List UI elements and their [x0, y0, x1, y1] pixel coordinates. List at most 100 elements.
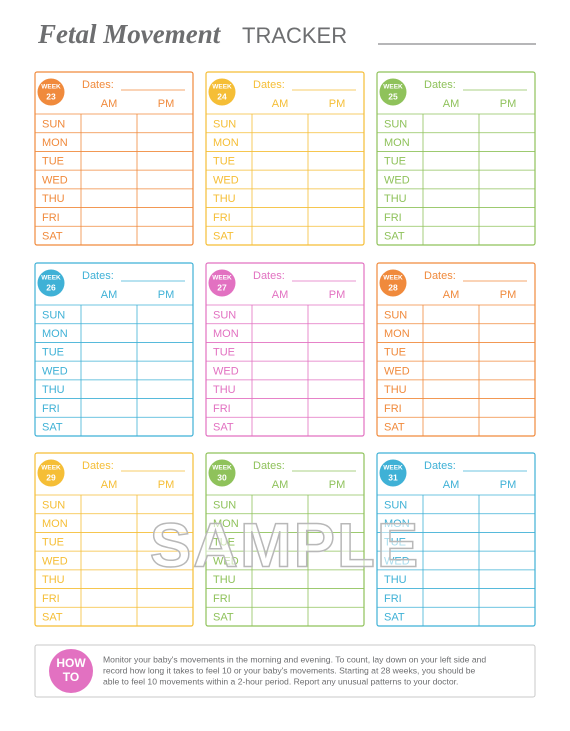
day-label: SAT — [213, 231, 234, 243]
column-header: AM — [443, 98, 460, 110]
day-label: THU — [42, 574, 65, 586]
card-frame — [205, 262, 365, 437]
dates-label: Dates: — [82, 79, 114, 91]
day-label: MON — [42, 328, 68, 340]
day-label: FRI — [213, 593, 231, 605]
day-label: FRI — [384, 593, 402, 605]
day-label: THU — [384, 193, 407, 205]
day-label: TUE — [213, 156, 235, 168]
day-label: FRI — [42, 593, 60, 605]
day-label: WED — [213, 365, 239, 377]
day-label: WED — [42, 555, 68, 567]
week-number: 26 — [46, 282, 56, 292]
week-badge — [208, 269, 236, 297]
day-label: TUE — [384, 347, 406, 359]
how-to-badge-text: HOW — [56, 656, 86, 670]
day-label: TUE — [213, 347, 235, 359]
week-label: WEEK — [212, 465, 232, 472]
day-label: SUN — [384, 309, 407, 321]
week-number: 29 — [46, 472, 56, 482]
day-label: MON — [384, 518, 410, 530]
day-label: FRI — [384, 212, 402, 224]
week-badge — [379, 459, 407, 487]
day-label: MON — [384, 328, 410, 340]
week-badge — [379, 269, 407, 297]
week-badge — [208, 459, 236, 487]
week-badge — [37, 78, 65, 106]
card-frame — [376, 262, 536, 437]
how-to-frame — [34, 644, 536, 698]
day-label: SAT — [213, 612, 234, 624]
day-label: FRI — [42, 403, 60, 415]
day-label: SUN — [213, 118, 236, 130]
day-label: WED — [384, 365, 410, 377]
day-label: SAT — [384, 612, 405, 624]
column-header: PM — [158, 289, 175, 301]
card-frame — [376, 452, 536, 627]
day-label: WED — [213, 555, 239, 567]
day-label: MON — [42, 518, 68, 530]
column-header: PM — [500, 98, 517, 110]
column-header: AM — [272, 479, 289, 491]
day-label: THU — [213, 193, 236, 205]
column-header: PM — [158, 98, 175, 110]
day-label: THU — [42, 384, 65, 396]
week-label: WEEK — [41, 275, 61, 282]
week-label: WEEK — [212, 275, 232, 282]
day-label: WED — [384, 555, 410, 567]
dates-label: Dates: — [424, 270, 456, 282]
column-header: AM — [272, 289, 289, 301]
day-label: SAT — [42, 422, 63, 434]
column-header: PM — [329, 98, 346, 110]
column-header: AM — [101, 479, 118, 491]
column-header: AM — [101, 289, 118, 301]
week-label: WEEK — [383, 275, 403, 282]
week-badge — [208, 78, 236, 106]
dates-label: Dates: — [424, 460, 456, 472]
day-label: SAT — [384, 231, 405, 243]
dates-label: Dates: — [82, 460, 114, 472]
day-label: MON — [42, 137, 68, 149]
day-label: SUN — [42, 309, 65, 321]
day-label: SUN — [42, 118, 65, 130]
day-label: TUE — [213, 537, 235, 549]
dates-label: Dates: — [253, 270, 285, 282]
day-label: SUN — [384, 118, 407, 130]
day-label: SAT — [213, 422, 234, 434]
week-number: 28 — [388, 282, 398, 292]
card-frame — [34, 71, 194, 246]
week-number: 25 — [388, 91, 398, 101]
day-label: MON — [213, 328, 239, 340]
column-header: AM — [101, 98, 118, 110]
week-label: WEEK — [383, 465, 403, 472]
day-label: TUE — [384, 537, 406, 549]
column-header: PM — [500, 479, 517, 491]
card-frame — [205, 71, 365, 246]
week-label: WEEK — [212, 84, 232, 91]
day-label: SUN — [42, 499, 65, 511]
column-header: PM — [329, 289, 346, 301]
column-header: AM — [272, 98, 289, 110]
card-frame — [34, 452, 194, 627]
day-label: SAT — [42, 231, 63, 243]
day-label: THU — [42, 193, 65, 205]
week-number: 23 — [46, 91, 56, 101]
day-label: THU — [213, 574, 236, 586]
week-label: WEEK — [383, 84, 403, 91]
week-badge — [37, 269, 65, 297]
day-label: FRI — [213, 212, 231, 224]
how-to-text: Monitor your baby's movements in the mor… — [103, 654, 486, 664]
day-label: FRI — [42, 212, 60, 224]
week-number: 30 — [217, 472, 227, 482]
day-label: TUE — [42, 156, 64, 168]
day-label: FRI — [384, 403, 402, 415]
day-label: SUN — [213, 499, 236, 511]
title-caps: TRACKER — [242, 23, 347, 48]
dates-label: Dates: — [424, 79, 456, 91]
